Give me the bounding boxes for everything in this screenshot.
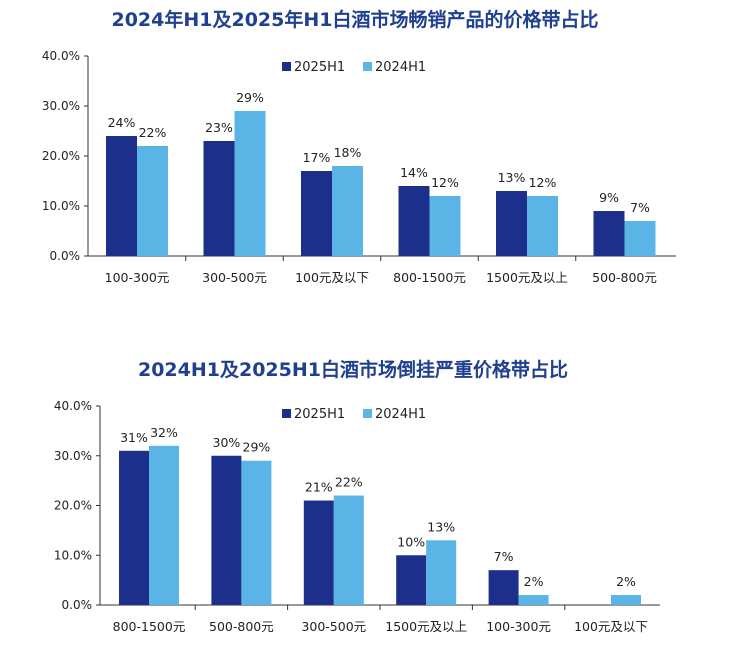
chart-1-x-tick-label-0: 100-300元	[105, 270, 170, 285]
chart-2-y-tick-label: 10.0%	[54, 548, 92, 562]
chart-2-y-ticks: 0.0% 10.0% 20.0% 30.0% 40.0%	[54, 399, 100, 612]
chart-1-bar-2025H1-0	[106, 136, 137, 256]
chart-1-legend: 2025H1 2024H1	[282, 60, 426, 75]
chart-1-x-tick-label-5: 500-800元	[592, 270, 657, 285]
chart-2-data-labels: 31% 32% 30% 29% 21% 22% 10%13% 7% 2% 2%	[120, 425, 636, 589]
chart-2-data-label-2024H1-2: 22%	[335, 475, 363, 490]
chart-2-bar-2024H1-5	[611, 595, 641, 605]
chart-2-bar-2025H1-1	[211, 455, 242, 605]
chart-1-y-tick-label: 20.0%	[42, 149, 80, 163]
chart-1-bar-2024H1-3	[429, 196, 461, 256]
chart-2-data-label-2025H1-2: 21%	[305, 480, 333, 495]
chart-2-x-tick-label-5: 100元及以下	[574, 619, 648, 634]
chart-2-legend-label-2024: 2024H1	[375, 407, 426, 422]
chart-1-x-tick-label-2: 100元及以下	[295, 270, 369, 285]
chart-2-bar-2024H1-4	[518, 595, 549, 605]
chart-2-y-tick-label: 40.0%	[54, 399, 92, 413]
chart-1-data-label-2024H1-1: 29%	[236, 90, 264, 105]
chart-1-bar-2025H1-5	[593, 211, 625, 256]
chart-2-y-tick-label: 0.0%	[62, 598, 93, 612]
chart-1-data-label-2025H1-1: 23%	[205, 120, 233, 135]
chart-1-bars	[106, 111, 656, 256]
chart-1-data-label-2025H1-0: 24%	[108, 115, 136, 130]
chart-2-bar-2024H1-1	[241, 460, 272, 605]
chart-2-x-tick-label-3: 1500元及以上	[385, 619, 467, 634]
chart-2-data-label-2024H1-4: 2%	[524, 574, 544, 589]
chart-2-x-tick-label-2: 300-500元	[301, 619, 366, 634]
chart-2-x-tick-label-0: 800-1500元	[113, 619, 186, 634]
chart-1-y-tick-label: 30.0%	[42, 99, 80, 113]
chart-2-x-tick-label-4: 100-300元	[486, 619, 551, 634]
chart-1: 2024年H1及2025年H1白酒市场畅销产品的价格带占比 2025H1 202…	[42, 8, 676, 285]
chart-2-bar-2025H1-2	[303, 500, 334, 605]
chart-1-x-tick-label-3: 800-1500元	[393, 270, 466, 285]
chart-1-bar-2025H1-3	[398, 186, 430, 256]
chart-2: 2024H1及2025H1白酒市场倒挂严重价格带占比 2025H1 2024H1…	[54, 358, 660, 634]
chart-1-legend-label-2024: 2024H1	[375, 60, 426, 75]
chart-2-y-tick-label: 20.0%	[54, 499, 92, 513]
chart-1-data-label-2025H1-4: 13%	[498, 170, 526, 185]
chart-1-bar-2024H1-2	[332, 166, 363, 256]
chart-2-data-label-2025H1-1: 30%	[213, 435, 241, 450]
chart-1-data-label-2025H1-3: 14%	[400, 165, 428, 180]
chart-1-x-ticks: 100-300元 300-500元 100元及以下 800-1500元 1500元及以上…	[105, 256, 657, 285]
chart-2-bar-2024H1-2	[333, 495, 364, 605]
chart-1-y-tick-label: 40.0%	[42, 49, 80, 63]
chart-1-data-label-2024H1-0: 22%	[139, 125, 167, 140]
chart-1-data-labels: 24%22% 23%29%17% 18%14%12% 13% 12%9%7%	[108, 90, 650, 215]
chart-1-data-label-2024H1-2: 18%	[334, 145, 362, 160]
chart-2-data-label-2024H1-5: 2%	[616, 574, 636, 589]
chart-1-title: 2024年H1及2025年H1白酒市场畅销产品的价格带占比	[111, 8, 598, 31]
chart-2-data-label-2024H1-0: 32%	[150, 425, 178, 440]
chart-2-legend-label-2025: 2025H1	[294, 407, 345, 422]
chart-1-y-ticks: 0.0% 10.0% 20.0% 30.0% 40.0%	[42, 49, 88, 263]
chart-2-legend: 2025H1 2024H1	[282, 407, 426, 422]
chart-2-x-ticks: 800-1500元 500-800元 300-500元 1500元及以上 100-300…	[113, 605, 648, 634]
chart-1-y-tick-label: 10.0%	[42, 199, 80, 213]
chart-2-bar-2025H1-0	[119, 450, 149, 605]
chart-1-bar-2024H1-0	[137, 146, 168, 256]
chart-1-bar-2025H1-1	[203, 141, 235, 256]
chart-2-data-label-2024H1-3: 13%	[427, 519, 455, 534]
chart-2-data-label-2025H1-4: 7%	[494, 549, 514, 564]
chart-2-data-label-2025H1-3: 10%	[397, 534, 425, 549]
chart-2-bar-2025H1-3	[396, 555, 427, 605]
chart-2-y-tick-label: 30.0%	[54, 449, 92, 463]
chart-1-data-label-2024H1-5: 7%	[630, 200, 650, 215]
chart-1-data-label-2025H1-5: 9%	[599, 190, 619, 205]
chart-1-x-tick-label-1: 300-500元	[202, 270, 267, 285]
chart-2-legend-swatch-2025	[282, 409, 291, 418]
chart-2-data-label-2024H1-1: 29%	[243, 440, 271, 455]
chart-2-x-tick-label-1: 500-800元	[209, 619, 274, 634]
chart-1-y-tick-label: 0.0%	[50, 249, 81, 263]
chart-1-data-label-2025H1-2: 17%	[303, 150, 331, 165]
chart-2-bar-2024H1-3	[426, 540, 457, 605]
chart-2-bar-2024H1-0	[149, 445, 179, 605]
chart-2-data-label-2025H1-0: 31%	[120, 430, 148, 445]
chart-2-bar-2025H1-4	[488, 570, 519, 605]
chart-1-data-label-2024H1-3: 12%	[431, 175, 459, 190]
chart-1-x-tick-label-4: 1500元及以上	[486, 270, 568, 285]
chart-1-legend-swatch-2024	[363, 62, 372, 71]
chart-1-bar-2025H1-4	[496, 191, 527, 256]
chart-2-legend-swatch-2024	[363, 409, 372, 418]
chart-1-legend-swatch-2025	[282, 62, 291, 71]
chart-2-bars	[119, 445, 641, 605]
chart-1-bar-2024H1-4	[527, 196, 558, 256]
chart-1-bar-2024H1-1	[234, 111, 266, 256]
chart-2-title: 2024H1及2025H1白酒市场倒挂严重价格带占比	[138, 358, 568, 381]
chart-1-bar-2025H1-2	[301, 171, 332, 256]
chart-1-bar-2024H1-5	[624, 221, 656, 256]
chart-1-data-label-2024H1-4: 12%	[529, 175, 557, 190]
chart-1-legend-label-2025: 2025H1	[294, 60, 345, 75]
